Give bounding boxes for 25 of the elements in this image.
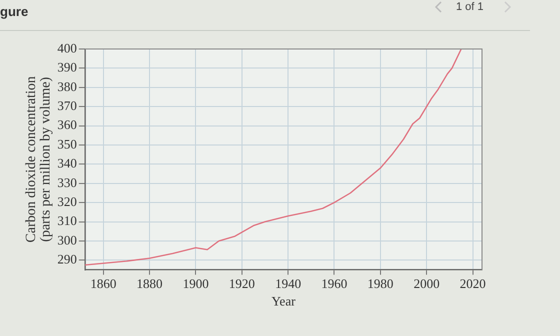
text: 1 of 1 [456,1,484,13]
x-axis-title: Year [271,294,296,309]
x-tick-label: 2000 [414,276,440,292]
y-tick-label: 390 [57,60,77,75]
y-tick-label: 300 [57,232,77,248]
x-tick-label: 1960 [321,276,348,292]
x-tick-label: 1940 [275,276,302,292]
x-tick-label: 1900 [182,276,209,292]
x-tick-label: 1880 [136,276,163,292]
y-tick-label: 330 [57,174,77,190]
text: gure [0,4,28,19]
y-tick-label: 400 [57,40,77,56]
y-tick-label: 380 [57,78,77,94]
x-tick-label: 1920 [228,276,255,292]
y-axis-title: Carbon dioxide concentration (parts per million by volume) [24,76,54,243]
x-tick-label: 1860 [90,276,116,292]
x-tick-label: 1980 [367,276,394,292]
y-tick-label: 310 [57,213,77,228]
y-tick-label: 320 [57,194,77,210]
y-tick-label: 340 [57,156,77,171]
y-tick-label: 290 [57,252,77,267]
y-tick-label: 360 [57,117,77,132]
x-tick-label: 2020 [460,276,486,292]
y-tick-label: 370 [57,98,77,114]
y-tick-label: 350 [57,136,77,152]
